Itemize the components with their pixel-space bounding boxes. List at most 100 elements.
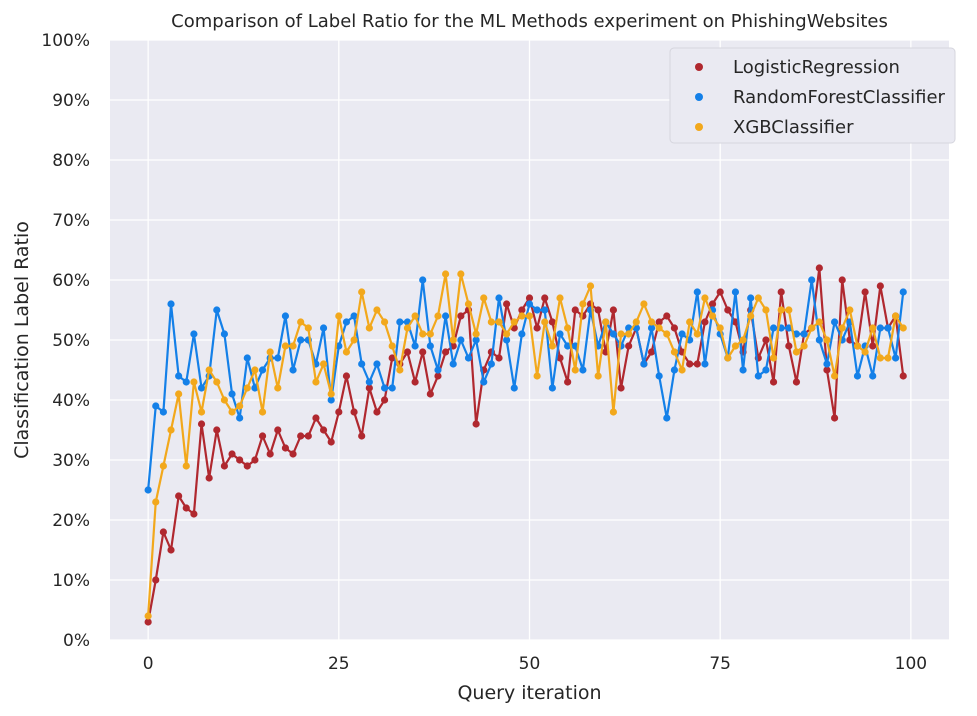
data-point xyxy=(335,312,343,320)
data-point xyxy=(411,312,419,320)
data-point xyxy=(708,312,717,320)
data-point xyxy=(518,306,526,314)
data-point xyxy=(853,372,862,380)
data-point xyxy=(655,324,663,332)
data-point xyxy=(716,288,724,296)
data-point xyxy=(777,288,785,296)
data-point xyxy=(701,360,709,368)
data-point xyxy=(358,432,366,440)
data-point xyxy=(373,408,381,416)
data-point xyxy=(823,366,831,374)
data-point xyxy=(396,318,404,326)
data-point xyxy=(167,546,175,554)
data-point xyxy=(442,348,450,356)
data-point xyxy=(319,426,328,434)
data-point xyxy=(258,432,267,440)
data-point xyxy=(388,342,396,350)
data-point xyxy=(655,372,663,380)
legend-marker xyxy=(695,93,703,101)
data-point xyxy=(434,372,442,380)
data-point xyxy=(869,372,877,380)
data-point xyxy=(838,276,846,284)
data-point xyxy=(175,372,183,380)
legend-box xyxy=(669,47,956,144)
data-point xyxy=(586,282,595,290)
data-point xyxy=(197,384,206,392)
data-point xyxy=(236,456,244,464)
series-layer xyxy=(144,264,907,626)
data-point xyxy=(602,318,610,326)
data-point xyxy=(762,336,770,344)
data-point xyxy=(152,576,160,584)
data-point xyxy=(380,396,389,404)
data-point xyxy=(594,306,602,314)
data-point xyxy=(579,366,587,374)
y-tick-label: 20% xyxy=(52,511,90,531)
data-point xyxy=(464,354,473,362)
legend-label: LogisticRegression xyxy=(733,57,900,78)
data-point xyxy=(442,312,450,320)
data-point xyxy=(686,360,694,368)
data-point xyxy=(388,384,396,392)
data-point xyxy=(487,318,495,326)
data-point xyxy=(525,312,534,320)
data-point xyxy=(190,378,198,386)
data-point xyxy=(220,396,229,404)
data-point xyxy=(228,390,236,398)
data-point xyxy=(892,312,900,320)
data-point xyxy=(625,330,633,338)
data-point xyxy=(403,324,412,332)
data-point xyxy=(792,378,801,386)
data-point xyxy=(373,306,381,314)
data-point xyxy=(533,324,541,332)
data-point xyxy=(152,498,160,506)
data-point xyxy=(663,312,671,320)
data-point xyxy=(373,360,381,368)
legend-label: XGBClassifier xyxy=(733,117,854,138)
data-point xyxy=(571,306,579,314)
data-point xyxy=(808,324,816,332)
data-point xyxy=(541,306,549,314)
data-point xyxy=(419,330,427,338)
data-point xyxy=(731,342,740,350)
data-point xyxy=(434,366,442,374)
data-point xyxy=(815,318,823,326)
data-point xyxy=(823,360,831,368)
data-point xyxy=(861,348,869,356)
data-point xyxy=(823,336,831,344)
data-point xyxy=(640,300,648,308)
data-point xyxy=(243,354,251,362)
data-point xyxy=(487,360,495,368)
data-point xyxy=(518,312,526,320)
data-point xyxy=(243,462,251,470)
data-point xyxy=(869,342,877,350)
data-point xyxy=(533,372,541,380)
data-point xyxy=(472,330,480,338)
data-point xyxy=(297,318,305,326)
data-point xyxy=(800,330,808,338)
data-point xyxy=(159,528,167,536)
data-point xyxy=(197,420,206,428)
data-point xyxy=(792,348,801,356)
data-point xyxy=(319,324,328,332)
data-point xyxy=(548,384,556,392)
data-point xyxy=(861,288,869,296)
data-point xyxy=(556,294,564,302)
data-point xyxy=(647,318,656,326)
data-point xyxy=(670,348,679,356)
data-point xyxy=(144,486,152,494)
data-point xyxy=(258,408,267,416)
data-point xyxy=(670,366,679,374)
data-point xyxy=(159,462,167,470)
y-tick-label: 90% xyxy=(52,91,90,111)
data-point xyxy=(503,300,511,308)
data-point xyxy=(213,378,221,386)
data-point xyxy=(647,324,656,332)
data-point xyxy=(609,408,618,416)
data-point xyxy=(312,378,320,386)
data-point xyxy=(564,342,572,350)
data-point xyxy=(495,354,503,362)
data-point xyxy=(266,450,274,458)
data-point xyxy=(297,336,305,344)
